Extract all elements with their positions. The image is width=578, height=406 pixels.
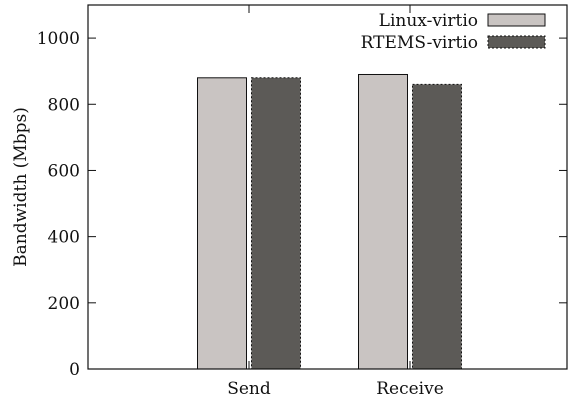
y-tick-label: 400	[48, 228, 80, 248]
bar-linux-virtio-send	[197, 77, 247, 370]
y-tick-label: 200	[48, 294, 80, 314]
y-tick-label: 600	[48, 161, 80, 181]
y-axis-ticks: 0 200 400 600 800 1000	[37, 29, 567, 380]
x-tick-label: Receive	[376, 379, 444, 399]
y-tick-label: 800	[48, 95, 80, 115]
y-tick-label: 1000	[37, 29, 80, 49]
y-tick-label: 0	[69, 360, 80, 380]
legend-swatch	[487, 35, 546, 49]
x-tick-label: Send	[227, 379, 271, 399]
y-axis-label: Bandwidth (Mbps)	[11, 107, 31, 267]
legend-label: Linux-virtio	[379, 11, 478, 31]
bars	[197, 73, 462, 370]
legend-swatch	[487, 13, 546, 27]
plot-frame	[87, 4, 568, 370]
bar-rtems-virtio-send	[251, 77, 301, 370]
x-axis-ticks: Send Receive	[227, 5, 444, 399]
bar-linux-virtio-receive	[358, 73, 408, 370]
legend-label: RTEMS-virtio	[361, 33, 478, 53]
bar-rtems-virtio-receive	[412, 83, 462, 370]
